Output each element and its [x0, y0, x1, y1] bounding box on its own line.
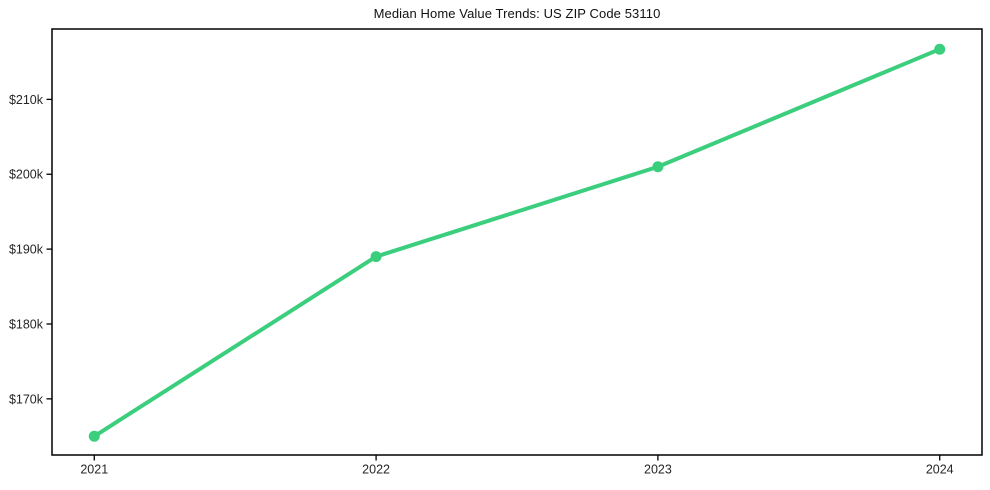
x-tick-label: 2023 — [644, 463, 672, 477]
plot-border — [51, 28, 983, 456]
x-tick-label: 2021 — [80, 463, 108, 477]
x-tick-label: 2022 — [362, 463, 390, 477]
y-tick-label: $210k — [9, 93, 44, 107]
y-tick-label: $200k — [9, 168, 44, 182]
data-point — [370, 251, 382, 263]
data-point — [934, 43, 946, 55]
chart-title: Median Home Value Trends: US ZIP Code 53… — [373, 6, 661, 21]
x-tick-label: 2024 — [926, 463, 954, 477]
y-tick-label: $190k — [9, 243, 44, 257]
data-point — [88, 430, 100, 442]
y-tick-label: $170k — [9, 392, 44, 406]
y-tick-label: $180k — [9, 317, 44, 331]
trend-line — [92, 47, 942, 439]
data-point — [652, 161, 664, 173]
